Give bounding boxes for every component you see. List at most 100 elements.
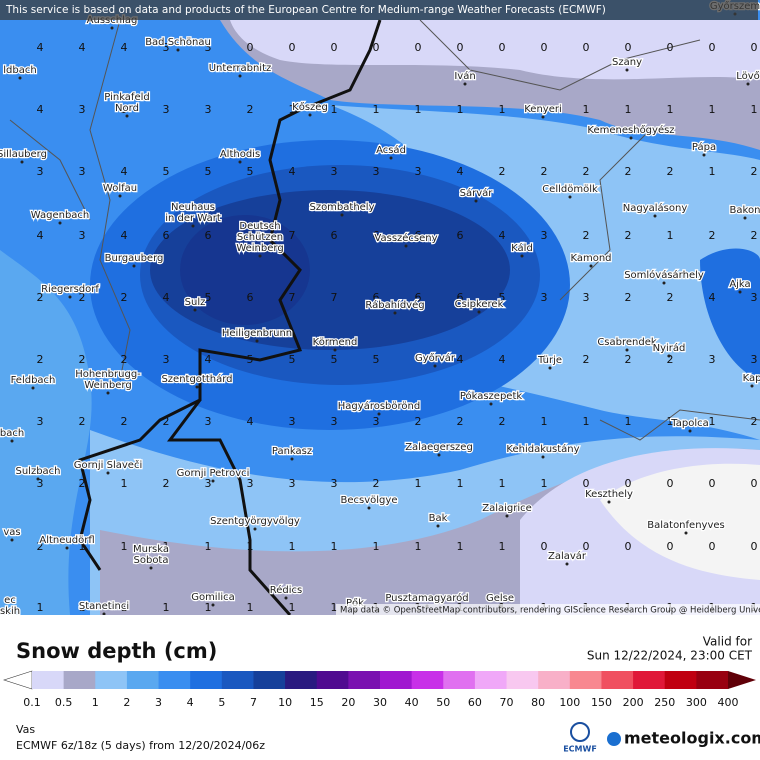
place-label: Nord bbox=[115, 103, 139, 114]
valid-time: Sun 12/22/2024, 23:00 CET bbox=[587, 649, 753, 663]
place-label: Szany bbox=[612, 57, 642, 68]
place-label: Bak bbox=[429, 513, 448, 524]
place-label: Bakon bbox=[730, 205, 760, 216]
grid-value: 0 bbox=[667, 41, 674, 54]
place-label: Pápa bbox=[692, 141, 716, 153]
grid-value: 0 bbox=[667, 540, 674, 553]
legend-cell bbox=[443, 671, 476, 689]
grid-value: 2 bbox=[625, 229, 632, 242]
grid-value: 1 bbox=[667, 103, 674, 116]
grid-value: 1 bbox=[373, 103, 380, 116]
place-label: Celldömölk bbox=[542, 184, 598, 195]
place-label: Zalaegerszeg bbox=[405, 442, 473, 453]
place-dot bbox=[477, 310, 481, 314]
legend-cell bbox=[633, 671, 666, 689]
place-label: Murska bbox=[133, 544, 169, 555]
grid-value: 1 bbox=[625, 415, 632, 428]
place-label: Szentgyörgyvölgy bbox=[210, 516, 300, 527]
legend-tick: 300 bbox=[686, 696, 707, 709]
grid-value: 3 bbox=[415, 165, 422, 178]
grid-value: 1 bbox=[373, 540, 380, 553]
grid-value: 2 bbox=[373, 477, 380, 490]
grid-value: 2 bbox=[625, 165, 632, 178]
grid-value: 3 bbox=[247, 477, 254, 490]
grid-value: 1 bbox=[205, 540, 212, 553]
grid-value: 4 bbox=[457, 165, 464, 178]
place-dot bbox=[738, 290, 742, 294]
grid-value: 5 bbox=[247, 165, 254, 178]
place-label: Althodis bbox=[220, 149, 260, 160]
grid-value: 0 bbox=[667, 477, 674, 490]
place-dot bbox=[667, 354, 671, 358]
grid-value: 3 bbox=[79, 165, 86, 178]
place-label: Somlóvásárhely bbox=[624, 269, 704, 281]
grid-value: 5 bbox=[373, 353, 380, 366]
grid-value: 4 bbox=[457, 353, 464, 366]
zone-light2 bbox=[0, 250, 92, 615]
place-label: bach bbox=[0, 428, 24, 439]
place-dot bbox=[607, 500, 611, 504]
place-dot bbox=[132, 264, 136, 268]
grid-value: 0 bbox=[373, 41, 380, 54]
grid-value: 4 bbox=[499, 229, 506, 242]
grid-value: 0 bbox=[457, 41, 464, 54]
place-label: Keszthely bbox=[585, 489, 633, 500]
place-dot bbox=[68, 295, 72, 299]
grid-value: 0 bbox=[751, 477, 758, 490]
place-label: Sulz bbox=[185, 297, 206, 308]
place-dot bbox=[625, 68, 629, 72]
place-label: Acsád bbox=[376, 144, 406, 156]
grid-value: 4 bbox=[121, 41, 128, 54]
place-dot bbox=[541, 455, 545, 459]
grid-value: 3 bbox=[163, 41, 170, 54]
place-dot bbox=[106, 391, 110, 395]
place-dot bbox=[149, 566, 153, 570]
valid-label: Valid for bbox=[703, 635, 752, 649]
grid-value: 0 bbox=[709, 540, 716, 553]
grid-value: 3 bbox=[331, 477, 338, 490]
place-dot bbox=[308, 113, 312, 117]
grid-value: 1 bbox=[709, 415, 716, 428]
place-label: Kehidakustány bbox=[506, 443, 579, 455]
grid-value: 1 bbox=[709, 103, 716, 116]
border bbox=[78, 19, 382, 615]
legend-cell bbox=[126, 671, 160, 689]
place-label: Unterrabnitz bbox=[209, 63, 272, 74]
grid-value: 0 bbox=[247, 41, 254, 54]
place-dot bbox=[125, 114, 129, 118]
place-dot bbox=[367, 506, 371, 510]
place-label: Neuhaus bbox=[171, 202, 215, 213]
legend-cell bbox=[253, 671, 286, 689]
legend-tick: 15 bbox=[310, 696, 324, 709]
place-label: Gornji Petrovci bbox=[177, 468, 250, 479]
place-label: Weinberg bbox=[84, 380, 131, 391]
grid-value: 0 bbox=[541, 540, 548, 553]
place-dot bbox=[102, 612, 106, 615]
place-dot bbox=[684, 531, 688, 535]
grid-value: 2 bbox=[79, 291, 86, 304]
legend-tick: 250 bbox=[654, 696, 675, 709]
place-label: Vasszécseny bbox=[374, 232, 437, 244]
grid-value: 3 bbox=[289, 415, 296, 428]
grid-value: 2 bbox=[541, 353, 548, 366]
grid-value: 5 bbox=[205, 165, 212, 178]
legend-cell bbox=[348, 671, 381, 689]
grid-value: 3 bbox=[79, 103, 86, 116]
grid-value: 6 bbox=[247, 291, 254, 304]
place-dot bbox=[389, 156, 393, 160]
place-dot bbox=[65, 546, 69, 550]
grid-value: 2 bbox=[37, 540, 44, 553]
place-label: Pusztamagyaród bbox=[385, 592, 468, 604]
grid-value: 2 bbox=[583, 229, 590, 242]
place-label: ec bbox=[4, 595, 16, 606]
grid-value: 0 bbox=[709, 477, 716, 490]
place-dot bbox=[290, 457, 294, 461]
place-label: Kap bbox=[743, 373, 760, 384]
place-dot bbox=[568, 195, 572, 199]
place-dot bbox=[377, 412, 381, 416]
legend-cell bbox=[664, 671, 697, 689]
grid-value: 1 bbox=[289, 540, 296, 553]
place-label: Altneudörfl bbox=[39, 535, 94, 546]
place-label: Lövő bbox=[736, 70, 760, 82]
place-label: Heiligenbrunn bbox=[222, 328, 292, 339]
